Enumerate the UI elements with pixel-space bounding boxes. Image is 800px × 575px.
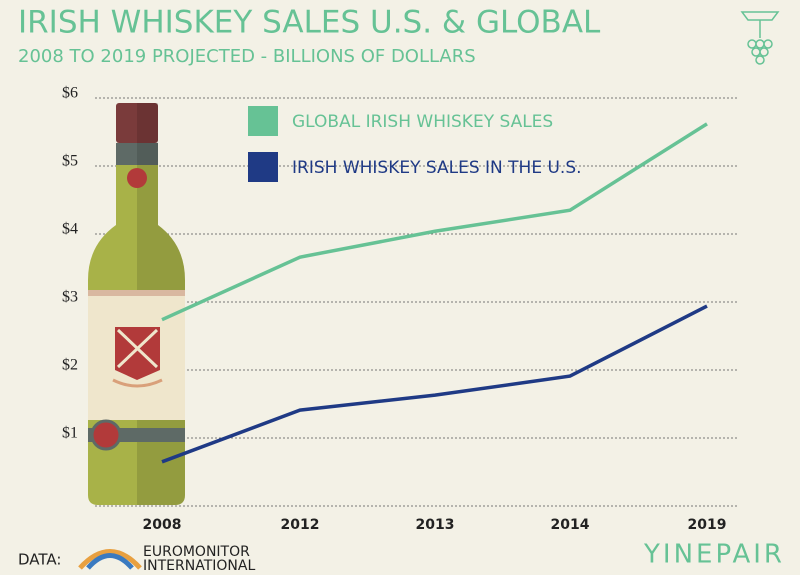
legend-swatch — [248, 106, 278, 136]
source-logo — [78, 549, 142, 570]
y-tick-label: $6 — [62, 85, 78, 102]
y-tick-label: $5 — [62, 153, 78, 170]
legend-swatch — [248, 152, 278, 182]
y-tick-label: $1 — [62, 425, 78, 442]
x-tick-label: 2014 — [551, 517, 590, 533]
source-name: INTERNATIONAL — [143, 558, 255, 574]
x-tick-label: 2013 — [416, 517, 455, 533]
legend-label: IRISH WHISKEY SALES IN THE U.S. — [292, 158, 582, 178]
x-tick-label: 2008 — [143, 517, 182, 533]
legend-label: GLOBAL IRISH WHISKEY SALES — [292, 112, 553, 132]
source-label: DATA: — [18, 551, 61, 569]
chart-subtitle: 2008 TO 2019 PROJECTED - BILLIONS OF DOL… — [18, 46, 476, 67]
legend: GLOBAL IRISH WHISKEY SALES IRISH WHISKEY… — [248, 106, 582, 182]
y-tick-label: $2 — [62, 357, 78, 374]
grape-icon — [740, 11, 780, 65]
x-tick-label: 2019 — [688, 517, 727, 533]
source-name: EUROMONITOR — [143, 544, 250, 560]
chart-title: IRISH WHISKEY SALES U.S. & GLOBAL — [18, 5, 601, 41]
x-tick-label: 2012 — [281, 517, 320, 533]
data-line — [161, 304, 708, 464]
data-line — [161, 122, 708, 322]
y-tick-label: $3 — [62, 289, 78, 306]
brand-logo: YINEPAIR — [643, 540, 785, 570]
y-tick-label: $4 — [62, 221, 78, 238]
bottle-illustration — [88, 103, 185, 505]
